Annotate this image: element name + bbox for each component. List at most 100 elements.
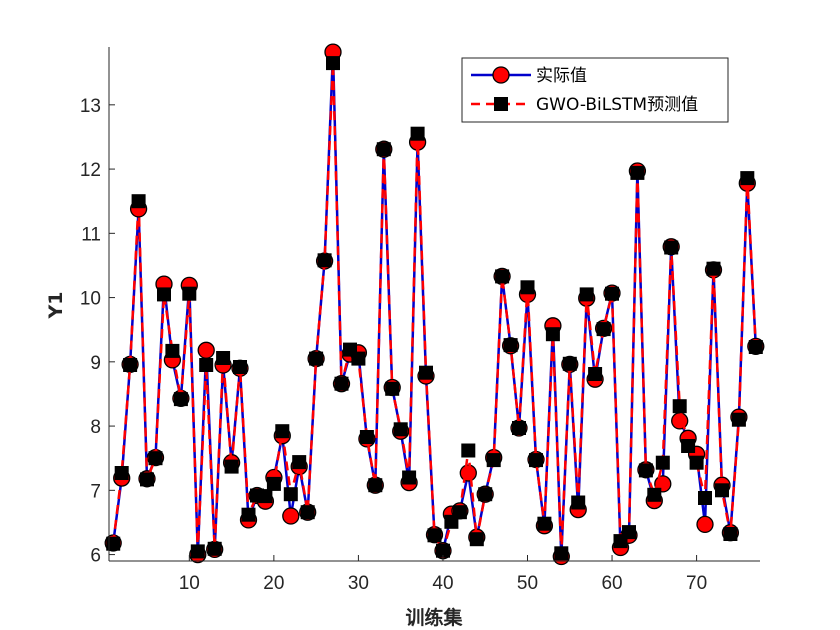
data-point-s1-15 (224, 459, 239, 474)
data-point-s1-26 (317, 253, 332, 268)
data-point-s1-49 (512, 421, 526, 435)
data-point-s1-16 (233, 360, 247, 374)
data-point-s1-20 (266, 476, 281, 491)
data-point-s1-3 (123, 358, 138, 372)
data-point-s1-35 (393, 422, 408, 437)
data-point-s1-76 (740, 171, 755, 186)
data-point-s1-55 (562, 356, 577, 371)
y-tick-label-8: 8 (90, 417, 101, 438)
data-point-s1-17 (241, 507, 256, 522)
data-point-s1-64 (638, 463, 653, 478)
data-point-s1-19 (258, 489, 273, 504)
y-tick-label-9: 9 (90, 353, 101, 374)
legend-marker-predicted (494, 97, 508, 111)
data-point-s1-34 (385, 381, 400, 396)
data-point-s1-67 (664, 240, 679, 255)
y-tick-label-11: 11 (81, 224, 101, 245)
data-point-s1-71 (698, 491, 712, 505)
data-point-s1-12 (199, 358, 214, 372)
y-tick-label-12: 12 (80, 160, 101, 181)
y-tick-label-7: 7 (90, 481, 101, 502)
data-point-s1-21 (275, 424, 290, 439)
axes-layer: 10 20 30 40 50 60 70 6 7 8 9 10 11 12 13 (80, 47, 760, 594)
data-point-s1-62 (622, 525, 636, 540)
data-point-s1-73 (715, 483, 729, 498)
data-point-s0-12 (197, 341, 215, 359)
data-point-s1-48 (503, 338, 518, 353)
data-point-s1-65 (647, 487, 662, 502)
data-point-s1-75 (731, 412, 746, 427)
data-point-s1-74 (723, 527, 738, 541)
data-point-s1-31 (359, 430, 374, 444)
data-point-s1-66 (655, 455, 670, 470)
data-point-s1-24 (300, 505, 315, 520)
data-point-s1-6 (148, 451, 163, 466)
data-point-s1-1 (106, 536, 121, 551)
data-point-s1-45 (478, 487, 493, 502)
data-point-s1-39 (427, 528, 442, 543)
data-point-s0-68 (671, 412, 689, 430)
data-point-s1-44 (469, 532, 484, 547)
y-tick-label-10: 10 (80, 289, 101, 310)
data-point-s1-52 (537, 516, 552, 531)
x-tick-label-30: 30 (348, 573, 369, 594)
series-line-1 (111, 61, 758, 555)
data-point-s1-70 (689, 455, 704, 470)
data-point-s1-14 (216, 351, 231, 365)
legend: 实际值 GWO-BiLSTM预测值 (461, 57, 729, 123)
y-axis-label: Y1 (45, 292, 67, 320)
data-point-s1-60 (605, 286, 619, 301)
data-point-s1-23 (292, 455, 307, 470)
data-point-s1-11 (190, 544, 205, 559)
data-point-s1-43 (461, 443, 476, 458)
data-point-s1-63 (630, 165, 645, 180)
data-point-s0-22 (282, 507, 300, 525)
data-point-s1-59 (596, 322, 611, 337)
data-point-s1-58 (588, 367, 603, 381)
y-tick-label-13: 13 (80, 96, 101, 117)
data-point-s1-72 (706, 261, 721, 276)
data-point-s1-77 (748, 340, 763, 354)
data-point-s1-8 (165, 343, 180, 358)
data-point-s1-27 (326, 56, 340, 71)
data-point-s1-50 (520, 280, 535, 295)
legend-marker-actual (492, 66, 510, 84)
data-point-s1-56 (571, 495, 586, 510)
x-axis-label: 训练集 (405, 606, 463, 629)
data-point-s1-9 (173, 392, 188, 407)
data-point-s1-38 (419, 365, 433, 380)
data-point-s1-10 (182, 286, 197, 301)
data-point-s1-32 (368, 478, 383, 493)
data-point-s1-2 (114, 466, 129, 480)
data-point-s1-30 (351, 351, 366, 366)
data-point-s1-4 (131, 194, 146, 209)
data-point-s1-54 (554, 546, 569, 561)
x-tick-label-40: 40 (432, 573, 453, 594)
data-point-s1-47 (495, 269, 510, 284)
data-point-s1-25 (309, 351, 324, 366)
x-tick-label-10: 10 (179, 573, 200, 594)
legend-label-actual: 实际值 (536, 66, 587, 86)
data-point-s1-5 (140, 472, 154, 487)
data-point-s1-7 (157, 287, 171, 302)
data-point-s1-68 (672, 399, 687, 414)
data-point-s1-42 (452, 505, 467, 520)
data-point-s1-46 (486, 453, 501, 468)
data-point-s0-71 (696, 515, 714, 534)
legend-label-predicted: GWO-BiLSTM预测值 (536, 95, 698, 115)
data-point-s1-13 (207, 541, 222, 556)
data-point-s0-43 (459, 464, 477, 482)
data-point-s1-33 (376, 142, 391, 157)
x-tick-label-20: 20 (263, 573, 284, 594)
data-point-s1-40 (436, 543, 450, 558)
data-point-s1-69 (681, 439, 696, 453)
x-tick-label-60: 60 (601, 573, 622, 594)
data-point-s1-37 (410, 126, 425, 141)
data-point-s1-57 (579, 287, 594, 302)
series-layer (104, 43, 765, 566)
data-point-s1-28 (334, 376, 349, 391)
x-tick-label-50: 50 (517, 573, 538, 594)
x-tick-label-70: 70 (686, 573, 707, 594)
y-tick-label-6: 6 (90, 546, 101, 567)
